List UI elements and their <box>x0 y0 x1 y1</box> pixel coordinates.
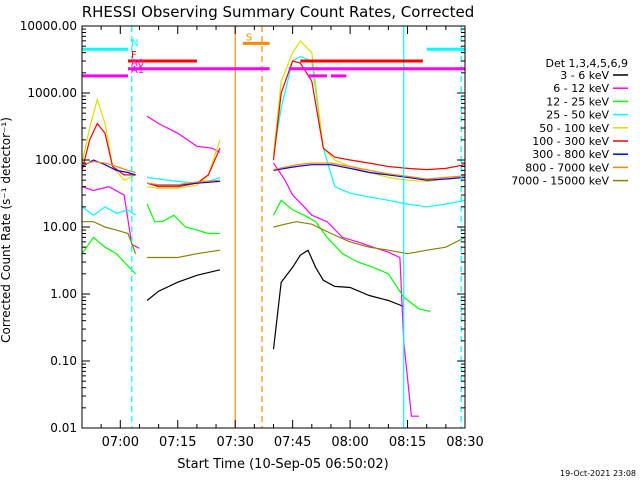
series-25-50-kev-segment-3 <box>272 55 466 208</box>
series-6-12-kev-segment-2 <box>146 115 221 153</box>
legend-label-25-50-kev: 25 - 50 keV <box>546 109 609 122</box>
series-300-800-kev-segment-3 <box>273 164 466 181</box>
chart-title: RHESSI Observing Summary Count Rates, Co… <box>82 3 475 21</box>
state-bar-label-n: N <box>131 38 138 49</box>
series-12-25-kev-segment-1 <box>81 236 137 275</box>
axis-layer: 10000.00 1000.00 100.00 10.00 1.00 0.10 0.01 07… <box>20 19 484 450</box>
series-7000-15000-kev-segment-2 <box>147 249 220 259</box>
y-tick-label: 10.00 <box>43 220 77 234</box>
x-tick-label: 07:00 <box>102 435 139 450</box>
legend-label-50-100-kev: 50 - 100 keV <box>539 122 609 135</box>
series-25-50-kev-segment-1 <box>81 206 136 216</box>
state-bar-label-s: S <box>246 32 252 43</box>
x-axis-label: Start Time (10-Sep-05 06:50:02) <box>177 457 388 472</box>
series-7000-15000-kev-segment-3 <box>273 221 466 255</box>
x-tick-label: 08:30 <box>446 435 483 450</box>
series-6-12-kev-segment-1 <box>81 186 140 249</box>
legend-title: Det 1,3,4,5,6,9 <box>545 57 628 70</box>
y-tick-label: 0.01 <box>50 421 77 435</box>
legend-label-3-6-kev: 3 - 6 keV <box>560 69 609 82</box>
state-bar-label-f: F <box>131 50 137 61</box>
x-tick-label: 07:45 <box>274 435 311 450</box>
x-tick-label: 08:00 <box>331 435 368 450</box>
y-tick-label: 1000.00 <box>27 86 77 100</box>
series-300-800-kev-segment-1 <box>81 159 136 176</box>
legend-label-100-300-kev: 100 - 300 keV <box>532 135 609 148</box>
legend-label-6-12-kev: 6 - 12 keV <box>553 82 609 95</box>
marker-layer <box>131 26 462 428</box>
x-tick-label: 07:15 <box>159 435 196 450</box>
series-7000-15000-kev-segment-1 <box>82 221 137 254</box>
y-tick-label: 10000.00 <box>20 19 77 33</box>
series-layer <box>81 39 466 417</box>
x-tick-label: 08:15 <box>389 435 426 450</box>
series-12-25-kev-segment-2 <box>146 203 220 235</box>
y-tick-label: 0.10 <box>50 354 77 368</box>
x-tick-label: 07:30 <box>216 435 253 450</box>
y-tick-label: 100.00 <box>35 153 77 167</box>
series-800-7000-kev-segment-2 <box>147 179 220 186</box>
series-50-100-kev-segment-1 <box>81 97 136 181</box>
series-100-300-kev-segment-3 <box>272 60 466 171</box>
state-bar-label-a0: A0 <box>131 58 144 69</box>
y-axis-label: Corrected Count Rate (s⁻¹ detector⁻¹) <box>0 117 13 343</box>
series-3-6-kev-segment-1 <box>146 269 221 301</box>
series-800-7000-kev-segment-3 <box>273 162 466 180</box>
series-100-300-kev-segment-2 <box>146 147 221 188</box>
series-6-12-kev-segment-3 <box>273 162 419 417</box>
y-tick-label: 1.00 <box>50 287 77 301</box>
series-800-7000-kev-segment-1 <box>81 160 136 174</box>
state-bar-label-a1: A1 <box>131 65 144 76</box>
series-12-25-kev-segment-3 <box>272 199 431 312</box>
legend-label-300-800-kev: 300 - 800 keV <box>532 148 609 161</box>
legend-label-800-7000-kev: 800 - 7000 keV <box>525 161 609 174</box>
series-3-6-kev-segment-2 <box>272 249 404 350</box>
footer-date: 19-Oct-2021 23:08 <box>560 469 636 478</box>
legend-label-12-25-kev: 12 - 25 keV <box>546 95 609 108</box>
series-100-300-kev-segment-1 <box>81 122 136 176</box>
series-25-50-kev-segment-2 <box>147 176 221 184</box>
series-50-100-kev-segment-3 <box>272 39 466 183</box>
legend-label-7000-15000-kev: 7000 - 15000 keV <box>511 175 609 188</box>
